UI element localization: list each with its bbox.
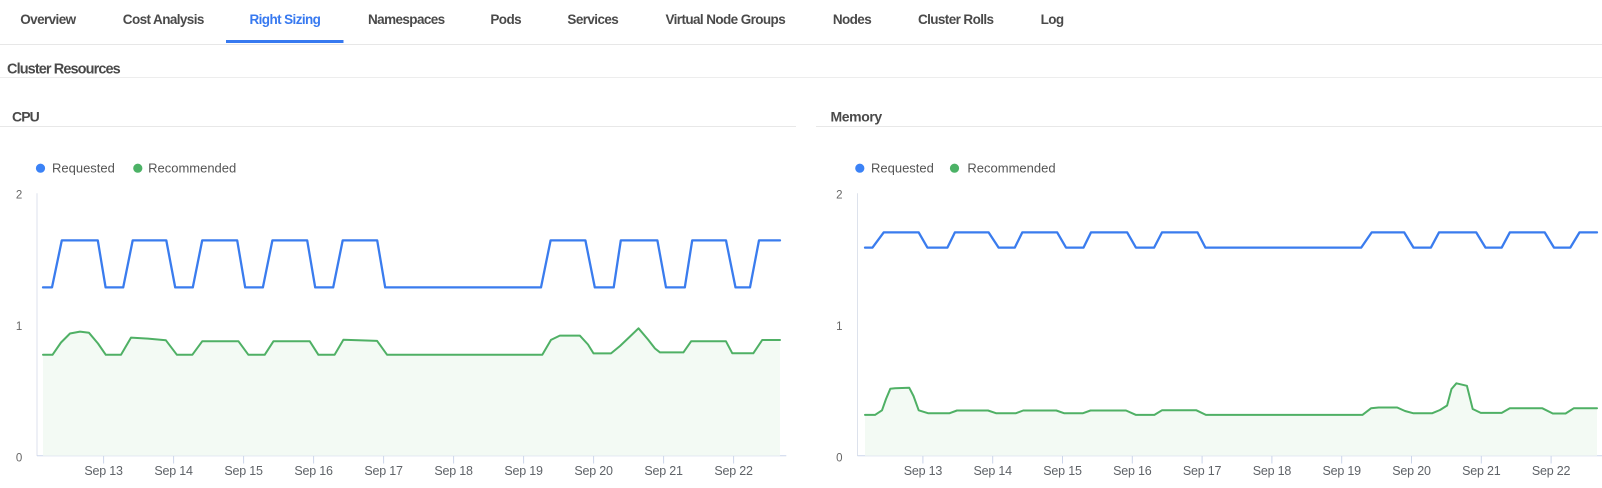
svg-text:Sep 21: Sep 21 <box>644 464 683 478</box>
svg-text:Sep 20: Sep 20 <box>574 464 613 478</box>
svg-text:Recommended: Recommended <box>148 160 236 175</box>
svg-text:Recommended: Recommended <box>967 160 1055 175</box>
svg-text:Sep 21: Sep 21 <box>1462 464 1501 478</box>
svg-text:CPU: CPU <box>12 108 40 124</box>
svg-text:Log: Log <box>1041 12 1064 27</box>
svg-text:Sep 20: Sep 20 <box>1392 464 1431 478</box>
svg-text:Namespaces: Namespaces <box>368 12 445 27</box>
svg-text:Pods: Pods <box>490 12 521 27</box>
svg-text:Sep 13: Sep 13 <box>904 464 943 478</box>
svg-text:Sep 16: Sep 16 <box>1113 464 1152 478</box>
svg-text:0: 0 <box>836 453 842 465</box>
svg-text:Right Sizing: Right Sizing <box>250 12 321 27</box>
svg-text:Sep 22: Sep 22 <box>1532 464 1571 478</box>
svg-text:Sep 22: Sep 22 <box>714 464 753 478</box>
svg-text:Sep 13: Sep 13 <box>84 464 123 478</box>
svg-text:Sep 19: Sep 19 <box>504 464 543 478</box>
svg-text:Cost Analysis: Cost Analysis <box>123 12 204 27</box>
svg-text:2: 2 <box>836 190 842 202</box>
svg-text:0: 0 <box>16 453 22 465</box>
svg-text:Sep 16: Sep 16 <box>294 464 333 478</box>
svg-text:Nodes: Nodes <box>833 12 871 27</box>
svg-text:Virtual Node Groups: Virtual Node Groups <box>665 12 785 27</box>
svg-text:Sep 17: Sep 17 <box>1183 464 1222 478</box>
svg-text:Requested: Requested <box>52 160 115 175</box>
svg-text:Sep 19: Sep 19 <box>1322 464 1361 478</box>
svg-text:Sep 14: Sep 14 <box>154 464 193 478</box>
svg-text:Memory: Memory <box>831 108 883 124</box>
svg-text:Overview: Overview <box>20 12 76 27</box>
svg-text:1: 1 <box>16 321 22 333</box>
svg-text:Sep 17: Sep 17 <box>364 464 403 478</box>
svg-text:1: 1 <box>836 321 842 333</box>
svg-text:Sep 18: Sep 18 <box>1253 464 1292 478</box>
svg-text:Sep 14: Sep 14 <box>973 464 1012 478</box>
svg-text:Sep 15: Sep 15 <box>1043 464 1082 478</box>
svg-text:Requested: Requested <box>871 160 934 175</box>
svg-text:2: 2 <box>16 190 22 202</box>
svg-text:Services: Services <box>567 12 618 27</box>
svg-text:Sep 15: Sep 15 <box>224 464 263 478</box>
svg-text:Cluster Resources: Cluster Resources <box>7 62 121 78</box>
svg-text:Cluster Rolls: Cluster Rolls <box>918 12 994 27</box>
svg-text:Sep 18: Sep 18 <box>434 464 473 478</box>
